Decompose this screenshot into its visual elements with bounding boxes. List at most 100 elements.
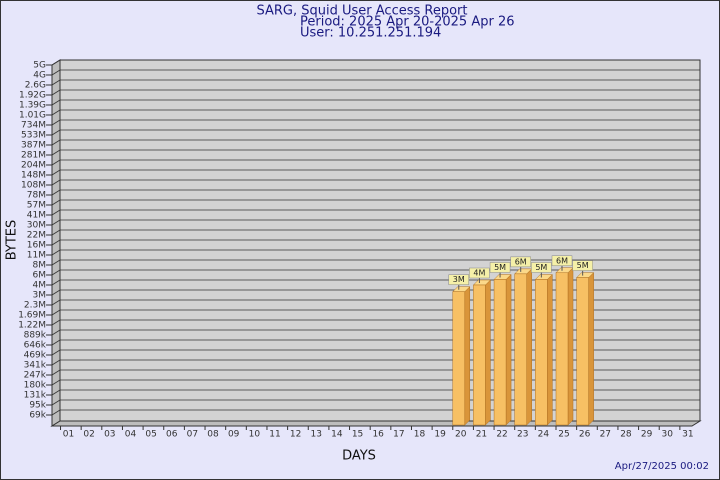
- x-tick-label: 16: [372, 430, 384, 440]
- x-tick-label: 25: [558, 430, 569, 440]
- grid-line: [51, 379, 61, 386]
- label-box: [448, 274, 470, 285]
- y-tick-label: 41M: [27, 211, 46, 221]
- y-tick-label: 1.69M: [18, 311, 46, 321]
- grid-line: [51, 279, 61, 286]
- grid-line: [51, 289, 61, 296]
- value-label: 6M: [556, 256, 568, 265]
- grid-line: [51, 319, 61, 326]
- y-tick-label: 108M: [21, 181, 46, 191]
- grid-line: [51, 239, 61, 246]
- y-tick-label: 2.3M: [24, 301, 46, 311]
- x-tick-label: 08: [207, 430, 219, 440]
- grid-line: [51, 159, 61, 166]
- y-tick-label: 1.92G: [19, 91, 46, 101]
- grid-line: [51, 109, 61, 116]
- grid-line: [51, 209, 61, 216]
- x-tick-label: 17: [393, 430, 404, 440]
- grid-line: [51, 149, 61, 156]
- x-tick-label: 09: [228, 430, 240, 440]
- value-label: 3M: [453, 275, 465, 284]
- x-tick-label: 19: [434, 430, 446, 440]
- value-label: 5M: [577, 261, 589, 270]
- bar-side: [547, 273, 553, 426]
- value-label: 5M: [494, 263, 506, 272]
- grid-line: [51, 219, 61, 226]
- bar: [473, 284, 486, 426]
- bar-side: [505, 273, 512, 426]
- x-tick-label: 05: [145, 430, 156, 440]
- value-label: 4M: [473, 269, 485, 278]
- x-tick-label: 13: [311, 430, 322, 440]
- y-tick-label: 734M: [21, 121, 46, 131]
- subtitle: User: 10.251.251.194: [300, 26, 441, 41]
- grid-line: [51, 179, 61, 186]
- y-tick-label: 387M: [21, 141, 46, 151]
- grid-line: [51, 409, 61, 416]
- x-tick-label: 24: [538, 430, 550, 440]
- footer: Apr/27/2025 00:02: [615, 461, 709, 472]
- y-tick-label: 1.01G: [19, 111, 46, 121]
- grid-line: [51, 99, 61, 106]
- bar: [555, 272, 569, 426]
- y-tick-label: 1.22M: [18, 321, 46, 331]
- y-tick-label: 6M: [33, 271, 47, 281]
- y-tick-label: 95k: [29, 401, 46, 411]
- x-tick-label: 23: [517, 430, 528, 440]
- y-tick-label: 533M: [21, 131, 46, 141]
- plot-floor: [50, 420, 702, 427]
- y-tick-label: 247k: [24, 371, 47, 381]
- label-box: [469, 267, 490, 279]
- x-tick-label: 28: [620, 430, 632, 440]
- x-tick-label: 14: [331, 430, 343, 440]
- y-tick-label: 2.6G: [25, 81, 46, 91]
- bar: [514, 273, 527, 426]
- y-tick-label: 646k: [24, 341, 47, 351]
- value-label: 5M: [535, 263, 547, 272]
- x-tick-label: 03: [104, 430, 115, 440]
- y-tick-label: 5G: [33, 61, 46, 71]
- label-box: [572, 260, 593, 271]
- x-axis-label: DAYS: [342, 449, 376, 464]
- grid-line: [51, 169, 61, 176]
- grid-line: [51, 229, 61, 236]
- bar: [576, 277, 589, 426]
- grid-line: [51, 389, 61, 396]
- x-tick-label: 15: [352, 430, 363, 440]
- grid-line: [51, 69, 61, 76]
- label-box: [510, 256, 531, 268]
- y-tick-label: 1.39G: [19, 101, 46, 111]
- grid-line: [51, 139, 61, 146]
- y-tick-label: 57M: [27, 201, 46, 211]
- y-tick-label: 341k: [24, 361, 47, 371]
- grid-line: [51, 369, 61, 376]
- grid-line: [51, 269, 61, 276]
- label-box: [531, 262, 552, 273]
- grid-line: [51, 399, 61, 406]
- grid-line: [51, 359, 61, 366]
- subtitle: Period: 2025 Apr 20-2025 Apr 26: [300, 15, 515, 30]
- grid-line: [51, 59, 61, 66]
- y-tick-label: 204M: [21, 161, 46, 171]
- x-tick-label: 10: [249, 430, 261, 440]
- x-tick-label: 20: [455, 430, 467, 440]
- y-tick-label: 131k: [24, 391, 47, 401]
- x-tick-label: 11: [269, 430, 280, 440]
- chart-title: SARG, Squid User Access Report: [257, 4, 468, 19]
- y-tick-label: 11M: [27, 251, 46, 261]
- grid-line: [51, 349, 61, 356]
- grid-line: [51, 309, 61, 316]
- grid-line: [51, 339, 61, 346]
- y-tick-label: 69k: [29, 411, 46, 421]
- grid-line: [51, 299, 61, 306]
- bar-side: [567, 267, 574, 426]
- x-tick-label: 06: [166, 430, 178, 440]
- y-tick-label: 8M: [33, 261, 47, 271]
- x-tick-label: 31: [682, 430, 693, 440]
- bar-side: [588, 271, 594, 426]
- x-tick-label: 12: [290, 430, 301, 440]
- x-tick-label: 27: [600, 430, 611, 440]
- bar: [535, 279, 548, 426]
- x-tick-label: 04: [125, 430, 137, 440]
